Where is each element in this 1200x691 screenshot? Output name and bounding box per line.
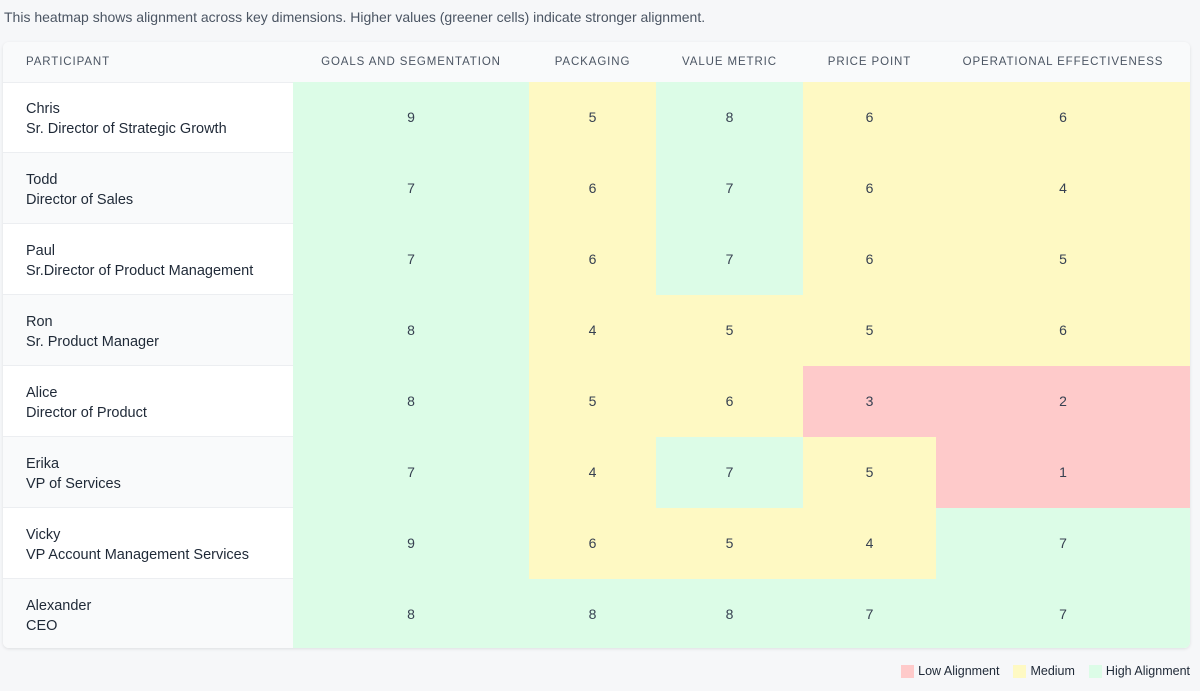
- participant-name: Vicky: [26, 527, 61, 543]
- heatmap-cell: 8: [656, 82, 803, 153]
- heatmap-cell: 4: [529, 295, 656, 366]
- column-header: OPERATIONAL EFFECTIVENESS: [962, 56, 1164, 68]
- heatmap-cell: 7: [936, 508, 1190, 579]
- heatmap-cell: 5: [656, 508, 803, 579]
- table-row: Paul Sr.Director of Product Management 7 6 7…: [3, 224, 1190, 295]
- heatmap-cell: 9: [293, 508, 529, 579]
- participant-name: Alexander: [26, 598, 92, 614]
- participant-name: Chris: [26, 101, 60, 117]
- header-participant: PARTICIPANT: [26, 56, 111, 68]
- table-row: Todd Director of Sales 7 6 7 6 4: [3, 153, 1190, 224]
- participant-cell: Alice Director of Product: [26, 384, 147, 423]
- heatmap-cell: 6: [803, 82, 936, 153]
- heatmap-cell: 6: [936, 82, 1190, 153]
- heatmap-cell: 6: [936, 295, 1190, 366]
- legend-label: High Alignment: [1105, 664, 1190, 678]
- heatmap-table: PARTICIPANT GOALS AND SEGMENTATION PACKAG…: [3, 42, 1190, 648]
- heatmap-cell: 7: [803, 579, 936, 648]
- heatmap-cell: 7: [293, 437, 529, 508]
- heatmap-cell: 7: [293, 153, 529, 224]
- heatmap-cell: 5: [936, 224, 1190, 295]
- participant-title: Sr. Product Manager: [26, 333, 159, 350]
- table-row: Alice Director of Product 8 5 6 3 2: [3, 366, 1190, 437]
- legend-item: High Alignment: [1088, 664, 1190, 678]
- heatmap-cell: 6: [656, 366, 803, 437]
- heatmap-cell: 8: [293, 366, 529, 437]
- heatmap-cell: 8: [293, 295, 529, 366]
- heatmap-cell: 1: [936, 437, 1190, 508]
- heatmap-cell: 6: [529, 153, 656, 224]
- participant-cell: Alexander CEO: [26, 597, 91, 636]
- participant-name: Erika: [26, 456, 60, 472]
- heatmap-cell: 7: [656, 437, 803, 508]
- heatmap-cell: 8: [293, 579, 529, 648]
- heatmap-cell: 5: [656, 295, 803, 366]
- participant-cell: Vicky VP Account Management Services: [26, 526, 249, 565]
- legend: Low Alignment Medium High Alignment: [901, 664, 1190, 678]
- participant-cell: Ron Sr. Product Manager: [26, 313, 159, 352]
- heatmap-cell: 6: [803, 224, 936, 295]
- heatmap-cell: 4: [936, 153, 1190, 224]
- participant-title: Director of Sales: [26, 191, 134, 208]
- heatmap-cell: 5: [529, 82, 656, 153]
- intro-text: This heatmap shows alignment across key …: [4, 9, 706, 25]
- participant-title: VP of Services: [26, 475, 121, 492]
- legend-label: Medium: [1030, 664, 1075, 678]
- heatmap-cell: 5: [529, 366, 656, 437]
- heatmap-cell: 6: [803, 153, 936, 224]
- heatmap-cell: 7: [293, 224, 529, 295]
- heatmap-cell: 4: [803, 508, 936, 579]
- heatmap-cell: 6: [529, 508, 656, 579]
- column-header: GOALS AND SEGMENTATION: [321, 56, 501, 68]
- heatmap-cell: 2: [936, 366, 1190, 437]
- table-row: Erika VP of Services 7 4 7 5 1: [3, 437, 1190, 508]
- table-row: Chris Sr. Director of Strategic Growth 9 5 8…: [3, 82, 1190, 153]
- legend-swatch: [1088, 664, 1102, 678]
- participant-title: CEO: [26, 617, 58, 634]
- heatmap-cell: 7: [656, 153, 803, 224]
- heatmap-cell: 7: [936, 579, 1190, 648]
- participant-name: Alice: [26, 385, 58, 401]
- heatmap-cell: 3: [803, 366, 936, 437]
- heatmap-cell: 7: [656, 224, 803, 295]
- participant-name: Ron: [26, 314, 53, 330]
- table-row: Alexander CEO 8 8 8 7 7: [3, 579, 1190, 648]
- column-header: VALUE METRIC: [682, 56, 777, 68]
- heatmap-cell: 5: [803, 295, 936, 366]
- participant-title: VP Account Management Services: [26, 546, 249, 563]
- legend-item: Medium: [1013, 664, 1075, 678]
- participant-title: Sr.Director of Product Management: [26, 262, 254, 279]
- participant-title: Director of Product: [26, 404, 147, 421]
- participant-name: Todd: [26, 172, 58, 188]
- legend-item: Low Alignment: [901, 664, 999, 678]
- participant-cell: Erika VP of Services: [26, 455, 121, 494]
- column-header: PACKAGING: [554, 56, 631, 68]
- heatmap-cell: 6: [529, 224, 656, 295]
- participant-title: Sr. Director of Strategic Growth: [26, 120, 227, 137]
- column-header: PRICE POINT: [827, 56, 912, 68]
- heatmap-cell: 9: [293, 82, 529, 153]
- table-header: PARTICIPANT GOALS AND SEGMENTATION PACKAG…: [3, 42, 1190, 83]
- heatmap-cell: 8: [656, 579, 803, 648]
- participant-cell: Todd Director of Sales: [26, 171, 133, 210]
- participant-name: Paul: [26, 243, 56, 259]
- participant-cell: Paul Sr.Director of Product Management: [26, 242, 253, 281]
- legend-label: Low Alignment: [918, 664, 1000, 678]
- heatmap-cell: 4: [529, 437, 656, 508]
- heatmap-cell: 8: [529, 579, 656, 648]
- heatmap-cell: 5: [803, 437, 936, 508]
- legend-swatch: [901, 664, 915, 678]
- table-row: Ron Sr. Product Manager 8 4 5 5 6: [3, 295, 1190, 366]
- participant-cell: Chris Sr. Director of Strategic Growth: [26, 100, 227, 139]
- legend-swatch: [1013, 664, 1027, 678]
- table-row: Vicky VP Account Management Services 9 6 5 4 7: [3, 508, 1190, 579]
